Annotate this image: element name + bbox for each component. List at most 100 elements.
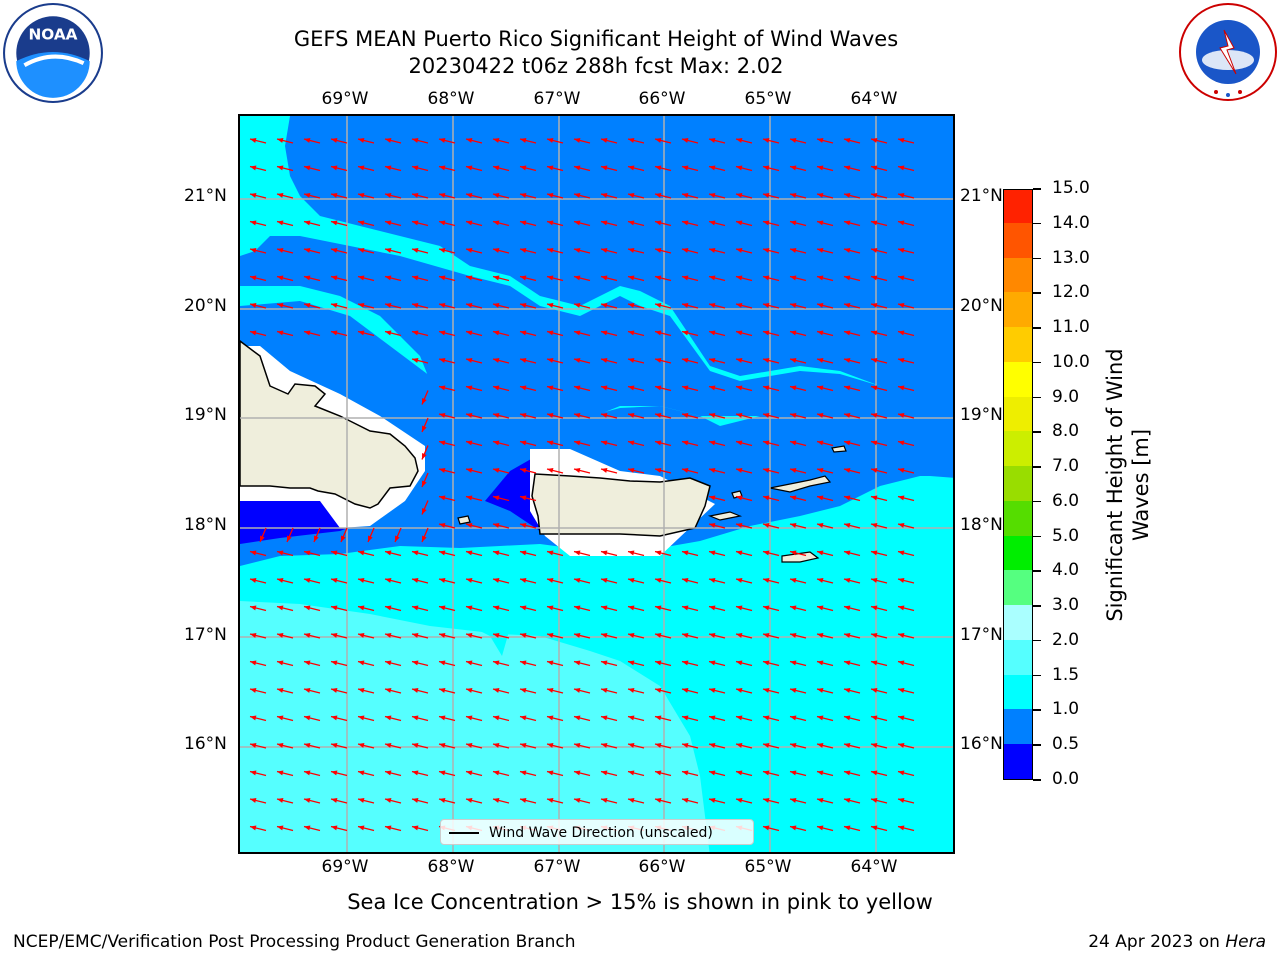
wind-arrow-head bbox=[466, 495, 473, 501]
wind-arrow-head bbox=[466, 275, 473, 281]
wind-arrow-head bbox=[871, 853, 877, 854]
wind-arrow-head bbox=[250, 798, 257, 803]
wind-arrow-head bbox=[250, 330, 257, 336]
wind-arrow-head bbox=[277, 715, 284, 721]
wind-arrow-head bbox=[385, 165, 392, 171]
wind-arrow-head bbox=[574, 605, 581, 611]
wind-arrow-head bbox=[439, 605, 446, 611]
wind-arrow-head bbox=[277, 193, 284, 198]
wind-arrow-head bbox=[844, 495, 851, 501]
lon-label-top: 68°W bbox=[427, 89, 475, 109]
wind-arrow-head bbox=[277, 165, 284, 171]
wind-arrow-head bbox=[790, 165, 797, 171]
colorbar-segment bbox=[1004, 674, 1032, 710]
wind-arrow-head bbox=[250, 770, 257, 776]
wind-arrow-head bbox=[655, 413, 662, 418]
wind-arrow-head bbox=[493, 138, 500, 143]
wind-arrow-head bbox=[763, 248, 770, 253]
colorbar-title-line1: Significant Height of Wind bbox=[1103, 348, 1127, 622]
wind-arrow-head bbox=[763, 605, 770, 611]
wind-arrow-head bbox=[790, 798, 797, 803]
wind-arrow-head bbox=[277, 330, 284, 336]
wind-arrow-head bbox=[655, 688, 662, 693]
wind-arrow-head bbox=[304, 770, 311, 776]
lat-label-right: 17°N bbox=[960, 625, 1003, 645]
land-virgin-islands bbox=[769, 475, 832, 493]
wind-arrow-head bbox=[655, 385, 662, 391]
wind-arrow-head bbox=[655, 633, 662, 638]
wind-arrow-head bbox=[898, 770, 905, 776]
legend-line-swatch bbox=[449, 832, 479, 834]
wind-arrow-head bbox=[817, 358, 824, 363]
wind-arrow-head bbox=[601, 468, 608, 473]
wind-arrow-head bbox=[898, 523, 905, 528]
wind-arrow-head bbox=[493, 605, 500, 611]
wind-arrow-head bbox=[493, 853, 499, 854]
wind-arrow-head bbox=[682, 743, 689, 748]
wind-arrow-head bbox=[871, 770, 878, 776]
wind-arrow-head bbox=[817, 715, 824, 721]
wind-arrow-head bbox=[736, 523, 743, 528]
wind-arrow-head bbox=[250, 633, 257, 638]
lon-label-bottom: 66°W bbox=[638, 857, 686, 877]
wind-arrow-head bbox=[763, 165, 770, 171]
land-mona-island bbox=[457, 515, 471, 525]
wind-arrow-head bbox=[628, 853, 634, 854]
wind-arrow-head bbox=[412, 853, 418, 854]
wind-arrow-head bbox=[520, 468, 527, 473]
wind-arrow-head bbox=[709, 633, 716, 638]
wind-arrow-head bbox=[385, 660, 392, 666]
wind-arrow-head bbox=[385, 578, 392, 583]
wind-arrow-head bbox=[493, 688, 500, 693]
wind-arrow-head bbox=[736, 633, 743, 638]
wind-arrow-head bbox=[439, 853, 445, 854]
wind-arrow-head bbox=[709, 605, 716, 611]
wind-arrow-head bbox=[844, 248, 851, 253]
colorbar-segment bbox=[1004, 190, 1032, 223]
wind-arrow-head bbox=[250, 220, 257, 226]
wind-arrow-head bbox=[466, 578, 473, 583]
wind-arrow-head bbox=[493, 633, 500, 638]
colorbar-tick-label: 7.0 bbox=[1052, 456, 1080, 477]
wind-arrow-head bbox=[412, 578, 419, 583]
wind-arrow-head bbox=[763, 853, 769, 854]
wind-arrow-head bbox=[763, 523, 770, 528]
wind-arrow-head bbox=[844, 303, 851, 308]
wind-arrow-head bbox=[358, 825, 365, 831]
wind-arrow-head bbox=[304, 798, 311, 803]
wind-arrow-head bbox=[466, 743, 473, 748]
wind-arrow-head bbox=[385, 220, 392, 226]
colorbar-tick bbox=[1033, 361, 1041, 364]
wind-arrow-head bbox=[277, 303, 284, 308]
wind-arrow-head bbox=[250, 578, 257, 583]
wind-arrow-head bbox=[709, 165, 716, 171]
wind-arrow-head bbox=[790, 303, 797, 308]
wind-arrow-head bbox=[331, 715, 338, 721]
wind-arrow-head bbox=[358, 138, 365, 143]
lat-label-left: 17°N bbox=[184, 625, 227, 645]
wind-arrow-head bbox=[331, 193, 338, 198]
wind-arrow-head bbox=[358, 798, 365, 803]
wind-arrow-head bbox=[547, 413, 554, 418]
wind-arrow-head bbox=[655, 303, 662, 308]
colorbar-tick bbox=[1033, 466, 1041, 468]
wind-arrow-head bbox=[682, 248, 689, 253]
wind-arrow-head bbox=[898, 275, 905, 281]
wind-arrow-head bbox=[790, 275, 797, 281]
wind-arrow-head bbox=[277, 743, 284, 748]
wind-arrow-head bbox=[547, 440, 554, 446]
wind-arrow-head bbox=[412, 605, 419, 611]
colorbar-tick bbox=[1033, 674, 1041, 677]
wind-arrow-head bbox=[736, 413, 743, 418]
wind-arrow-head bbox=[844, 715, 851, 721]
wind-arrow-head bbox=[844, 275, 851, 281]
lon-label-bottom: 65°W bbox=[744, 857, 792, 877]
wind-arrow-head bbox=[709, 770, 716, 776]
wind-arrow-head bbox=[844, 358, 851, 363]
wind-arrow-head bbox=[709, 248, 716, 253]
wind-arrow-head bbox=[304, 193, 311, 198]
wind-arrow-head bbox=[736, 605, 743, 611]
colorbar-tick bbox=[1033, 327, 1041, 329]
wind-arrow-head bbox=[574, 578, 581, 583]
wind-arrow-head bbox=[358, 853, 364, 854]
